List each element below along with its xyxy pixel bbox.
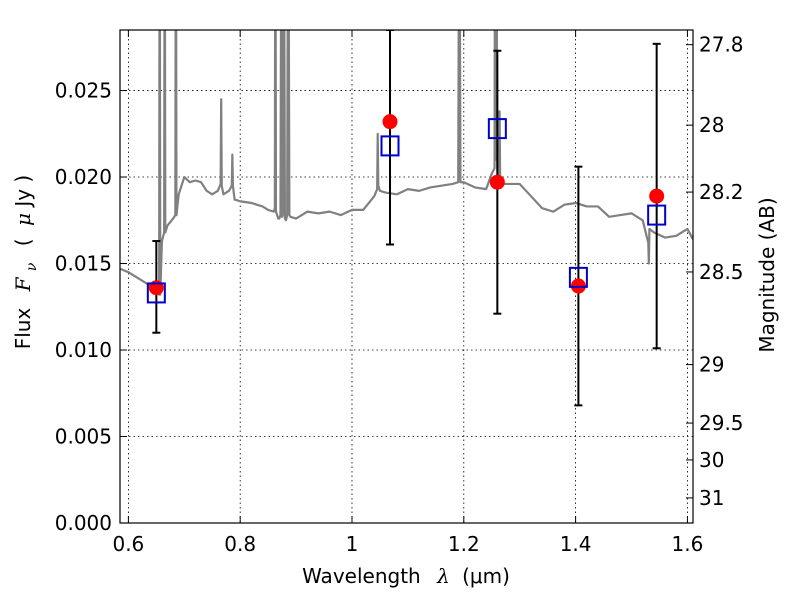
x-tick-label: 1.2 <box>448 532 480 556</box>
x-axis-title-symbol: λ <box>436 564 450 588</box>
y2-tick-label: 28.2 <box>699 180 744 204</box>
grid-lines <box>120 30 693 523</box>
x-axis-title: Wavelength λ (μm) <box>302 564 510 588</box>
axis-ticks: 0.6 0.8 1 1.2 1.4 1.6 0.000 0.005 0.010 0.015 0.02… <box>55 30 744 556</box>
y2-tick-label: 27.8 <box>699 33 744 57</box>
y-axis-title-unit-mu: μ <box>11 213 35 226</box>
y2-tick-label: 28 <box>699 113 724 137</box>
x-tick-label: 1 <box>346 532 359 556</box>
observed-point <box>489 174 505 190</box>
x-axis-title-text: Wavelength <box>302 564 421 588</box>
y-axis-title-symbol: F <box>11 276 35 292</box>
x-tick-label: 0.6 <box>112 532 144 556</box>
model-photometry-point <box>487 118 507 140</box>
y-tick-label: 0.000 <box>55 511 112 535</box>
model-photometry-point <box>380 135 400 157</box>
x-tick-label: 1.6 <box>672 532 704 556</box>
y2-tick-label: 30 <box>699 448 724 472</box>
y-axis-title-unit-rest: Jy ) <box>11 175 35 209</box>
observed-point <box>382 114 398 130</box>
y-axis-title-unit-open: ( <box>11 238 35 246</box>
spectrum-line <box>120 30 693 296</box>
y-axis-title: Flux F ν ( μ Jy ) <box>11 175 41 350</box>
y-tick-label: 0.020 <box>55 165 112 189</box>
x-axis-title-unit: (μm) <box>462 564 510 588</box>
y-tick-label: 0.015 <box>55 252 112 276</box>
y2-tick-label: 31 <box>699 486 724 510</box>
data-points <box>146 114 667 304</box>
model-photometry-point <box>647 204 667 226</box>
y-axis-title-text: Flux <box>11 308 35 350</box>
y-tick-label: 0.010 <box>55 338 112 362</box>
error-bars <box>152 30 661 407</box>
y-tick-label: 0.025 <box>55 79 112 103</box>
model-photometry-point <box>146 282 166 304</box>
y2-tick-label: 28.5 <box>699 260 744 284</box>
y2-tick-label: 29.5 <box>699 411 744 435</box>
y2-tick-label: 29 <box>699 353 724 377</box>
observed-point <box>649 188 665 204</box>
x-tick-label: 1.4 <box>560 532 592 556</box>
y-tick-label: 0.005 <box>55 425 112 449</box>
model-photometry-point <box>568 266 588 288</box>
plot-frame <box>119 29 694 524</box>
y2-axis-title: Magnitude (AB) <box>755 197 779 352</box>
x-tick-label: 0.8 <box>224 532 256 556</box>
model-spectrum <box>120 30 693 296</box>
y-axis-title-subscript: ν <box>24 262 40 271</box>
